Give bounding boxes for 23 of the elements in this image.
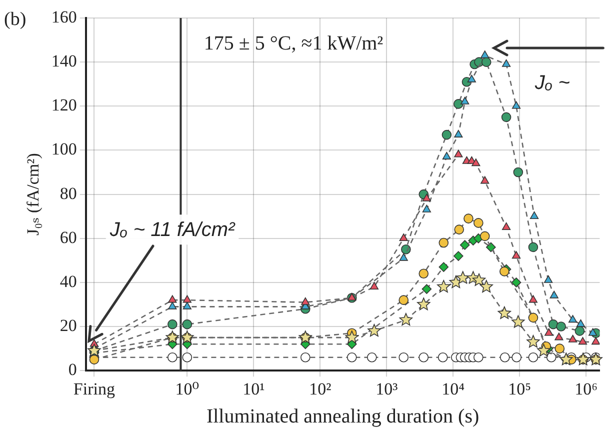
y-tick-label: 40	[60, 272, 77, 291]
y-tick-label: 60	[60, 228, 77, 247]
y-tick-label: 160	[51, 7, 77, 26]
x-tick-label: 10³	[376, 379, 398, 398]
y-tick-label: 80	[60, 184, 77, 203]
annotation: Jₒ ~ 11 fA/cm²	[108, 219, 236, 242]
x-tick-label: 10⁰	[175, 379, 200, 398]
text: (b)	[4, 8, 26, 30]
y-tick-label: 100	[51, 140, 77, 159]
x-axis-title: Illuminated annealing duration (s)	[206, 405, 480, 428]
y-axis-title: J₀ₛ (fA/cm²)	[24, 153, 43, 236]
annotation: 175 ± 5 °C, ≈1 kW/m²	[204, 32, 384, 54]
x-tick-label: 10⁶	[574, 379, 598, 398]
x-tick-label: Firing	[73, 379, 116, 398]
x-tick-label: 10²	[309, 379, 332, 398]
y-tick-label: 0	[68, 360, 77, 380]
x-tick-label: 10¹	[242, 379, 265, 398]
x-tick-label: 10⁵	[508, 379, 532, 398]
x-tick-label: 10⁴	[442, 379, 465, 398]
y-tick-label: 20	[60, 316, 77, 335]
y-tick-label: 140	[51, 52, 77, 71]
y-tick-label: 120	[51, 96, 77, 115]
annotation: Jₒ ~	[534, 72, 570, 94]
